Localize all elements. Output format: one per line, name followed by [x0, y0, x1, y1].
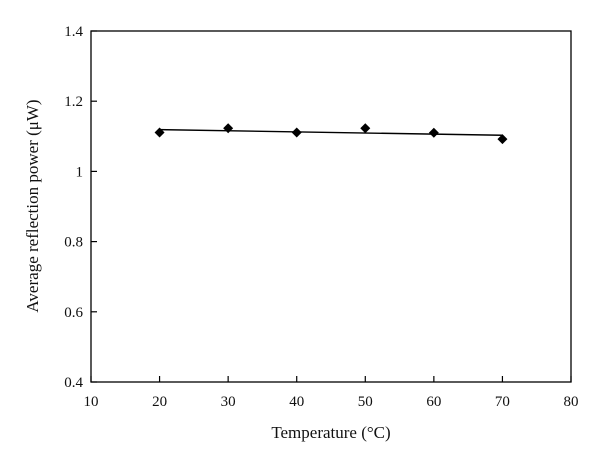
data-point [428, 127, 439, 138]
y-axis-ticks: 0.4 0.6 0.8 1 1.2 1.4 [64, 24, 97, 391]
data-point [291, 127, 302, 138]
trendline-group [159, 128, 503, 136]
x-axis-label: Temperature (°C) [271, 423, 390, 442]
x-tick-label: 20 [152, 394, 167, 410]
x-tick-label: 30 [221, 394, 236, 410]
y-tick-label: 0.8 [64, 235, 83, 251]
x-tick-label: 60 [426, 394, 441, 410]
plot-frame [90, 30, 572, 383]
trendline [159, 128, 503, 136]
x-tick-label: 40 [289, 394, 304, 410]
data-point [154, 127, 165, 138]
y-tick-label: 1.4 [64, 24, 83, 40]
y-axis-label: Average reflection power (μW) [23, 99, 42, 312]
y-tick-label: 0.4 [64, 375, 83, 391]
x-tick-label: 80 [564, 394, 579, 410]
data-point [360, 123, 371, 134]
y-tick-label: 1 [76, 164, 84, 180]
x-tick-label: 50 [358, 394, 373, 410]
data-points [154, 123, 508, 145]
y-tick-label: 1.2 [64, 94, 83, 110]
x-axis-ticks: 10 20 30 40 50 60 70 80 [84, 376, 579, 410]
x-tick-label: 10 [84, 394, 99, 410]
data-point [497, 134, 508, 145]
x-tick-label: 70 [495, 394, 510, 410]
data-point [223, 123, 234, 134]
y-tick-label: 0.6 [64, 305, 83, 321]
